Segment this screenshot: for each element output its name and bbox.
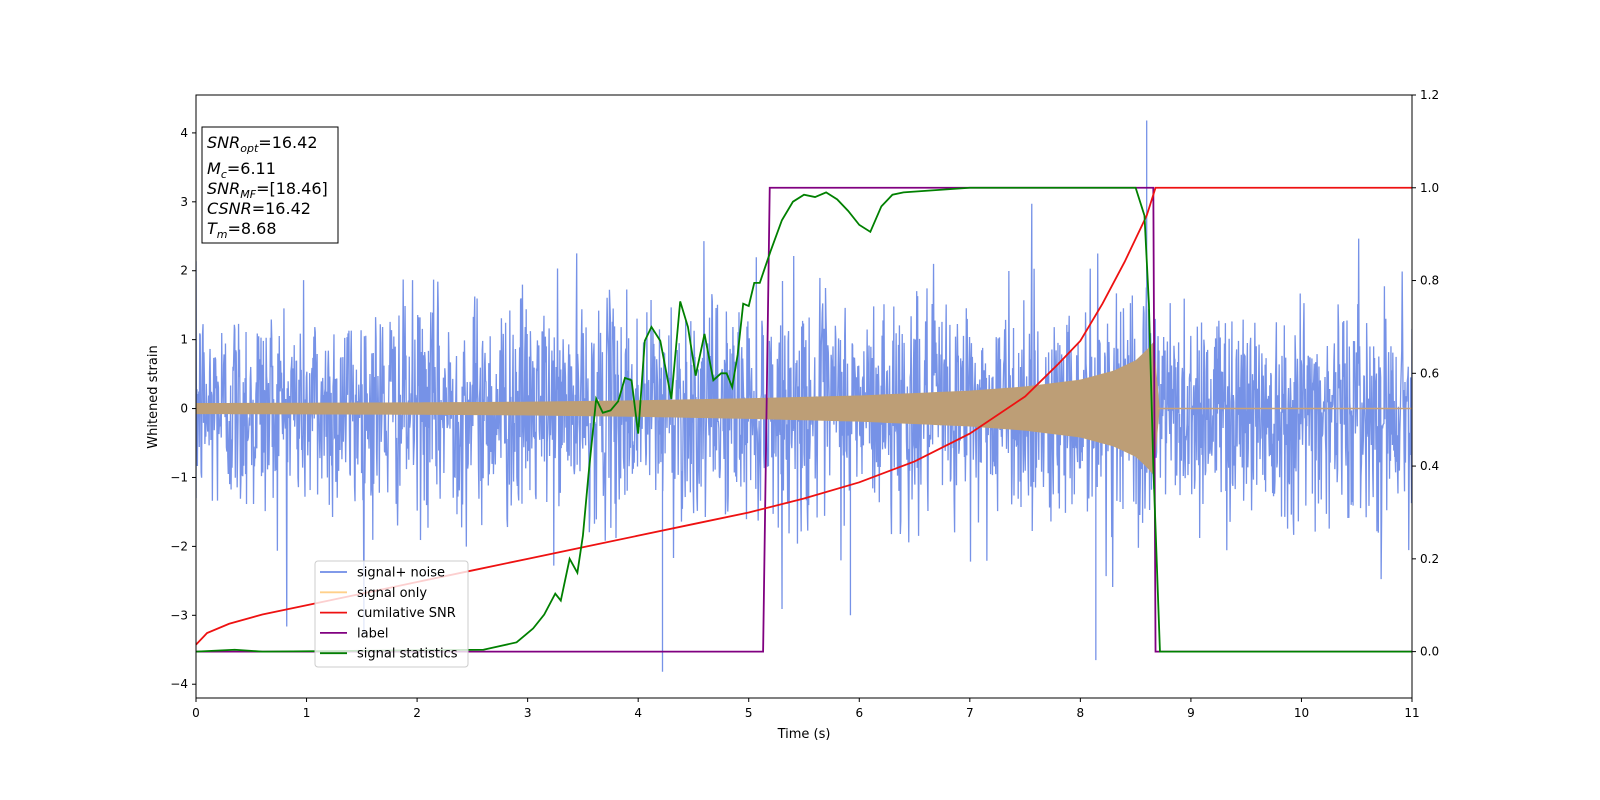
annotation-symbol: CSNR: [207, 199, 252, 218]
y-axis-label: Whitened strain: [146, 345, 161, 448]
x-tick-label: 7: [966, 706, 974, 720]
y-right-tick-label: 0.6: [1420, 366, 1439, 380]
x-tick-label: 0: [192, 706, 200, 720]
legend-frame: [314, 560, 469, 668]
x-axis: 0 1 2 3 4 5 6 7 8 9 10 11: [192, 698, 1420, 720]
legend-entry-label: signal+ noise: [357, 566, 445, 581]
y-left-tick-label: 3: [180, 195, 188, 209]
legend-entry-label: label: [357, 626, 388, 641]
x-tick-label: 6: [855, 706, 863, 720]
y-right-tick-label: 0.4: [1420, 459, 1439, 473]
y-left-tick-label: −2: [170, 539, 188, 553]
y-right-tick-label: 0.2: [1420, 552, 1439, 566]
x-tick-label: 9: [1187, 706, 1195, 720]
annotation-symbol: T: [207, 219, 218, 238]
x-tick-label: 4: [634, 706, 642, 720]
annotation-subscript: MF: [240, 188, 256, 201]
y-right-tick-label: 0.8: [1420, 274, 1439, 288]
y-right-tick-label: 1.0: [1420, 181, 1439, 195]
legend-entry-label: signal only: [357, 586, 427, 601]
y-left-tick-label: 2: [180, 264, 188, 278]
legend-entry-label: signal statistics: [357, 647, 458, 662]
annotation-value: =16.42: [258, 133, 317, 152]
legend-entry-label: cumilative SNR: [357, 606, 456, 621]
x-axis-label: Time (s): [777, 727, 831, 742]
x-tick-label: 5: [745, 706, 753, 720]
y-left-tick-label: −4: [170, 677, 188, 691]
x-tick-label: 8: [1077, 706, 1085, 720]
annotation-value: =6.11: [227, 159, 276, 178]
series-signal-only-envelope: [196, 341, 1412, 476]
y-left-tick-label: −3: [170, 608, 188, 622]
legend: signal+ noise signal only cumilative SNR la…: [314, 560, 469, 668]
x-tick-label: 2: [413, 706, 421, 720]
y-right-tick-label: 1.2: [1420, 88, 1439, 102]
annotation-text: SNRopt=16.42 Mc=6.11 SNRMF=[18.46] CSNR=16.…: [207, 133, 328, 241]
y-left-tick-label: 1: [180, 333, 188, 347]
axes-frame: [195, 94, 1413, 699]
annotation-subscript: m: [217, 228, 228, 241]
annotation-subscript: c: [221, 168, 227, 181]
series-signal-noise-line: [196, 120, 1412, 672]
annotation-value: =[18.46]: [256, 179, 328, 198]
y-left-tick-label: 0: [180, 402, 188, 416]
x-tick-label: 11: [1404, 706, 1419, 720]
y-right-tick-label: 0.0: [1420, 645, 1439, 659]
y-axis-right: 0.0 0.2 0.4 0.6 0.8 1.0 1.2: [1412, 88, 1439, 659]
annotation-value: =8.68: [228, 219, 277, 238]
annotation-subscript: opt: [240, 142, 259, 155]
y-left-tick-label: 4: [180, 126, 188, 140]
x-tick-label: 3: [524, 706, 532, 720]
annotation-symbol: SNR: [207, 179, 240, 198]
annotation-symbol: M: [207, 159, 221, 178]
y-axis-left: −4 −3 −2 −1 0 1 2 3 4: [170, 126, 196, 691]
x-tick-label: 1: [303, 706, 311, 720]
annotation-frame: [201, 126, 339, 244]
series-signal-statistics-line: [196, 186, 1412, 653]
annotation-symbol: SNR: [207, 133, 240, 152]
y-left-tick-label: −1: [170, 470, 188, 484]
metrics-annotation-box: SNRopt=16.42 Mc=6.11 SNRMF=[18.46] CSNR=16.…: [201, 126, 339, 244]
x-tick-label: 10: [1294, 706, 1309, 720]
annotation-value: =16.42: [252, 199, 311, 218]
